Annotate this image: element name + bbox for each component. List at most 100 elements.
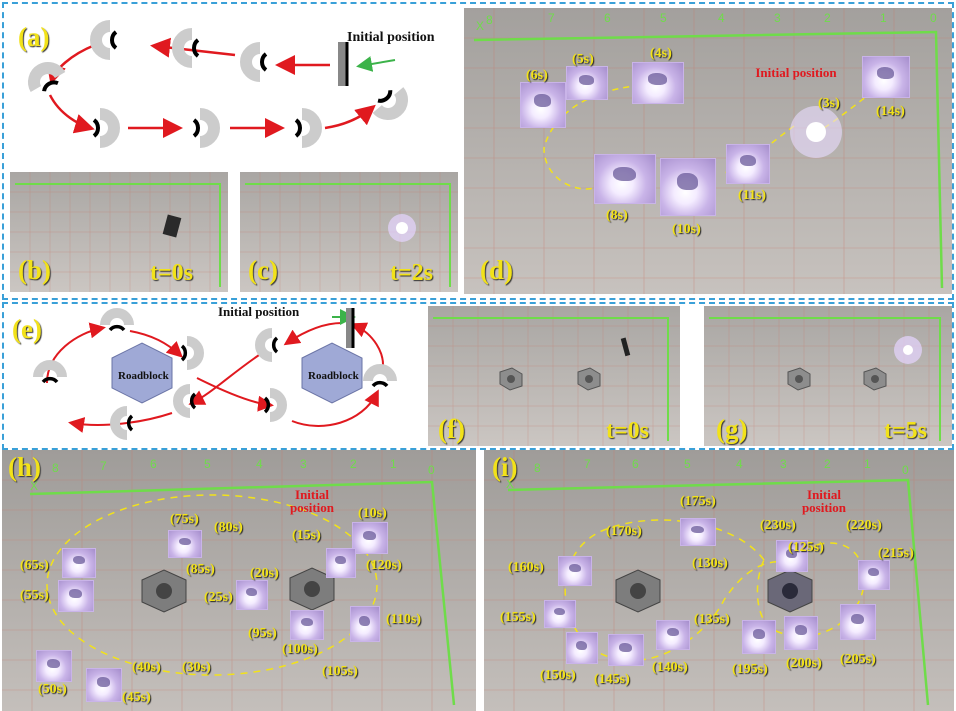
svg-text:2: 2 [824, 11, 831, 25]
panel-i-frame-175s [680, 518, 716, 546]
panel-i-frame-200s [784, 616, 818, 650]
panel-d-frame-10s [660, 158, 716, 216]
svg-text:2: 2 [350, 457, 357, 471]
panel-g-label: (g) [716, 414, 748, 444]
panel-i-time-135s: (135s) [694, 612, 730, 627]
panel-h-time-120s: (120s) [366, 558, 402, 573]
svg-text:8: 8 [52, 461, 59, 475]
panel-d-label: (d) [480, 255, 513, 285]
panel-i-frame-145s [608, 634, 644, 666]
panel-a-diagram [28, 20, 408, 148]
svg-text:6: 6 [632, 457, 639, 471]
panel-f-time: t=0s [606, 418, 650, 444]
svg-text:8: 8 [486, 13, 493, 27]
panel-h-time-80s: (80s) [214, 520, 243, 535]
svg-text:3: 3 [300, 457, 307, 471]
panel-h-time-20s: (20s) [250, 566, 279, 581]
panel-h-time-50s: (50s) [38, 682, 67, 697]
panel-a-initial-position: Initial position [347, 30, 435, 45]
panel-i-frame-205s [840, 604, 876, 640]
panel-h-time-55s: (55s) [20, 588, 49, 603]
panel-d-time-14s: (14s) [876, 104, 905, 119]
panel-h-time-40s: (40s) [132, 660, 161, 675]
panel-i-time-195s: (195s) [732, 662, 768, 677]
svg-text:1: 1 [864, 457, 871, 471]
panel-i-time-125s: (125s) [788, 540, 824, 555]
panel-d-frame-6s [520, 82, 566, 128]
panel-g-photo [704, 306, 952, 446]
panel-b-time: t=0s [150, 260, 194, 286]
panel-h-frame-120s [326, 548, 356, 578]
panel-i-label: (i) [492, 452, 518, 482]
svg-text:4: 4 [718, 11, 725, 25]
panel-h-frame-100s [290, 610, 324, 640]
panel-i-frame-125s [776, 540, 808, 572]
panel-c-time: t=2s [390, 260, 434, 286]
panel-h-time-30s: (30s) [182, 660, 211, 675]
panel-d-time-5s: (5s) [572, 52, 594, 67]
panel-h-time-105s: (105s) [322, 664, 358, 679]
panel-e-roadblock-left: Roadblock [118, 370, 169, 382]
panel-i-frame-215s [858, 560, 890, 590]
svg-text:0: 0 [930, 11, 937, 25]
panel-f-label: (f) [438, 414, 465, 444]
panel-i-time-220s: (220s) [846, 518, 882, 533]
svg-text:X: X [30, 479, 38, 493]
panel-i-time-215s: (215s) [878, 546, 914, 561]
panel-i-time-130s: (130s) [692, 556, 728, 571]
panel-i-frame-160s [558, 556, 592, 586]
svg-text:6: 6 [604, 11, 611, 25]
panel-h-time-85s: (85s) [186, 562, 215, 577]
panel-h-time-65s: (65s) [20, 558, 49, 573]
panel-i-frame-150s [566, 632, 598, 664]
panel-h-time-75s: (75s) [170, 512, 199, 527]
panel-f-photo [428, 306, 680, 446]
panel-h-time-95s: (95s) [248, 626, 277, 641]
panel-h-time-45s: (45s) [122, 690, 151, 705]
panel-d-time-11s: (11s) [738, 188, 766, 203]
svg-text:6: 6 [150, 457, 157, 471]
panel-d-frame-4s [632, 62, 684, 104]
svg-text:5: 5 [684, 457, 691, 471]
panel-h-time-100s: (100s) [282, 642, 318, 657]
panel-d-time-3s: (3s) [818, 96, 840, 111]
svg-text:3: 3 [780, 457, 787, 471]
panel-h-frame-45s [86, 668, 122, 702]
svg-text:0: 0 [902, 463, 909, 477]
panel-a-label: (a) [18, 22, 50, 52]
panel-d-initial-position: Initial position [755, 65, 837, 80]
svg-text:4: 4 [736, 457, 743, 471]
panel-h-frame-10s [352, 522, 388, 554]
panel-h-frame-50s [36, 650, 72, 682]
panel-h-frame-65s [62, 548, 96, 578]
panel-h-frame-55s [58, 580, 94, 612]
panel-e-diagram [33, 308, 397, 440]
panel-i-time-175s: (175s) [680, 494, 716, 509]
panel-d-time-10s: (10s) [672, 222, 701, 237]
svg-text:8: 8 [534, 461, 541, 475]
panel-b-label: (b) [18, 255, 51, 285]
panel-i-time-140s: (140s) [652, 660, 688, 675]
panel-b-photo [10, 172, 228, 292]
svg-text:1: 1 [390, 457, 397, 471]
panel-h-label: (h) [8, 452, 41, 482]
panel-d-frame-14s [862, 56, 910, 98]
panel-d-time-6s: (6s) [526, 68, 548, 83]
svg-text:1: 1 [880, 11, 887, 25]
panel-d-time-8s: (8s) [606, 208, 628, 223]
svg-text:5: 5 [204, 457, 211, 471]
svg-text:X: X [476, 19, 484, 33]
middle-frame [2, 302, 954, 450]
svg-text:7: 7 [548, 11, 555, 25]
panel-d-frame-8s [594, 154, 656, 204]
svg-text:0: 0 [428, 463, 435, 477]
panel-h-time-10s: (10s) [358, 506, 387, 521]
svg-text:3: 3 [774, 11, 781, 25]
svg-text:7: 7 [100, 459, 107, 473]
panel-i-time-205s: (205s) [840, 652, 876, 667]
panel-h-frame-25s [236, 580, 268, 610]
panel-g-time: t=5s [884, 418, 928, 444]
panel-h-frame-75s [168, 530, 202, 558]
